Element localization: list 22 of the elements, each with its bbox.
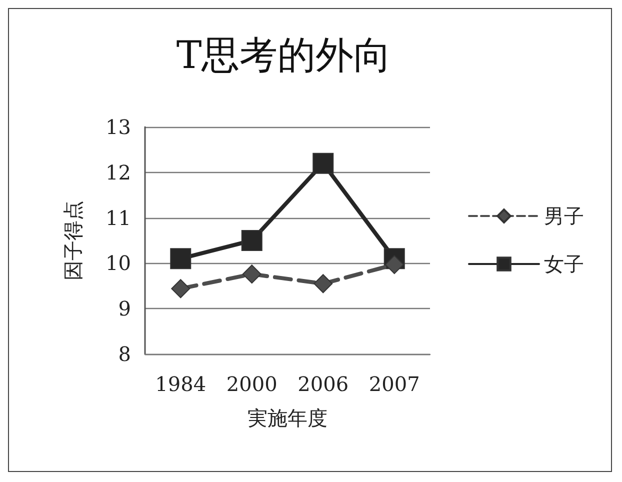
x-tick-label: 1984 <box>155 372 206 396</box>
point <box>312 152 334 174</box>
point <box>241 230 262 251</box>
chart-title: T思考的外向 <box>176 33 392 77</box>
x-tick-label: 2006 <box>298 372 349 396</box>
point <box>384 255 404 274</box>
point <box>171 279 190 298</box>
x-axis-title: 実施年度 <box>248 406 328 430</box>
y-axis-title: 因子得点 <box>61 200 85 280</box>
point <box>314 274 333 294</box>
x-tick-label: 2007 <box>368 372 420 396</box>
legend-label: 女子 <box>544 252 584 276</box>
y-tick-label: 13 <box>106 115 131 139</box>
y-tick-label: 10 <box>106 251 131 276</box>
point <box>170 248 192 270</box>
x-tick-label: 2000 <box>226 372 278 396</box>
y-tick-label: 11 <box>106 206 131 230</box>
y-tick-label: 9 <box>118 296 131 321</box>
legend-label: 男子 <box>544 204 584 228</box>
y-tick-label: 12 <box>106 160 131 184</box>
y-tick-label: 8 <box>118 342 131 366</box>
point <box>242 264 262 284</box>
